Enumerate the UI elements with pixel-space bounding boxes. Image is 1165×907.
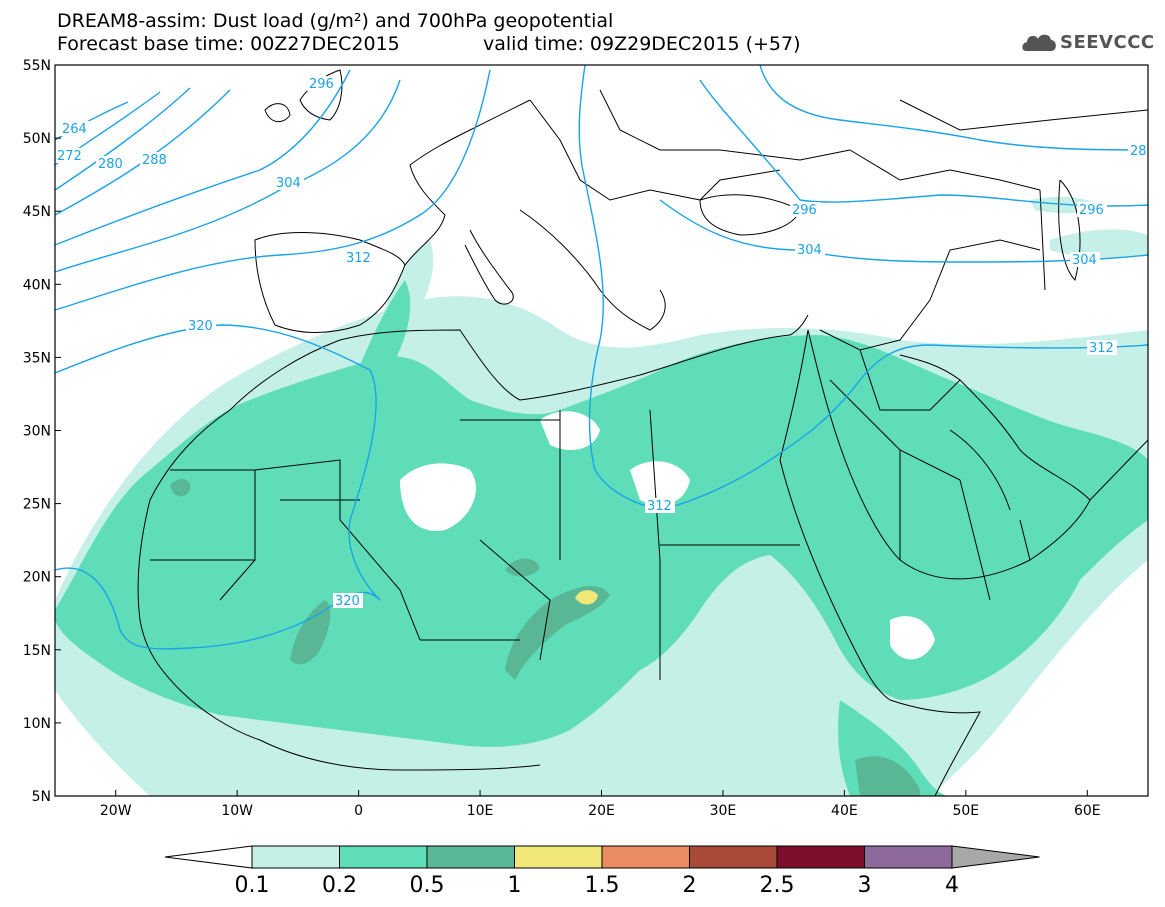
colorbar-label: 2.5: [760, 873, 795, 898]
colorbar-segment: [689, 845, 778, 869]
lon-label: 10W: [221, 803, 253, 819]
colorbar-segment: [864, 845, 953, 869]
contour-label: 296: [792, 203, 817, 218]
colorbar-label: 3: [858, 873, 872, 898]
lon-label: 10E: [467, 803, 494, 819]
lat-label: 15N: [23, 643, 51, 659]
map-axes: 55N 50N 45N 40N 35N 30N 25N 20N 15N 10N 5N 20W 10W 0 1…: [23, 58, 1101, 819]
colorbar-segment: [951, 845, 1040, 869]
contour-labels: 264 272 280 288 296 304 312 320 28 296 3…: [55, 76, 1148, 609]
lon-label: 60E: [1074, 803, 1101, 819]
lat-label: 25N: [23, 497, 51, 513]
colorbar-label: 2: [683, 873, 697, 898]
contour-label: 312: [647, 499, 672, 514]
lat-label: 45N: [23, 204, 51, 220]
contour-label: 320: [335, 594, 360, 609]
contour-label: 296: [309, 77, 334, 92]
lon-label: 40E: [831, 803, 858, 819]
lat-label: 55N: [23, 58, 51, 74]
lat-label: 50N: [23, 131, 51, 147]
contour-label: 28: [1130, 144, 1147, 159]
colorbar-label: 0.1: [235, 873, 270, 898]
lon-label: 50E: [952, 803, 979, 819]
contour-label: 272: [57, 149, 82, 164]
colorbar-arrow-left: [164, 845, 253, 869]
geopotential-contours: [55, 65, 1148, 650]
contour-label: 312: [346, 251, 371, 266]
lon-label: 20W: [100, 803, 132, 819]
lat-label: 35N: [23, 350, 51, 366]
colorbar-segment: [251, 845, 340, 869]
colorbar-label: 0.2: [322, 873, 357, 898]
lat-label: 20N: [23, 570, 51, 586]
colorbar-segment: [776, 845, 865, 869]
seevccc-logo-text: SEEVCCC: [1060, 32, 1155, 53]
colorbar-segment: [426, 845, 515, 869]
forecast-base-time: Forecast base time: 00Z27DEC2015: [57, 33, 400, 55]
colorbar-segment: [339, 845, 428, 869]
colorbar-label: 1.5: [585, 873, 620, 898]
colorbar: 0.1 0.2 0.5 1 1.5 2 2.5 3 4: [164, 845, 1040, 898]
dust-shading-1.0: [575, 590, 598, 605]
dust-clear-areas: [400, 411, 935, 660]
lat-label: 30N: [23, 424, 51, 440]
contour-label: 304: [1072, 253, 1097, 268]
colorbar-label: 1: [508, 873, 522, 898]
valid-time: valid time: 09Z29DEC2015 (+57): [483, 33, 801, 55]
contour-label: 280: [98, 157, 123, 172]
contour-label: 296: [1079, 203, 1104, 218]
colorbar-segment: [514, 845, 603, 869]
dust-shading-0.5: [170, 478, 920, 796]
lat-label: 40N: [23, 277, 51, 293]
contour-label: 312: [1089, 341, 1114, 356]
contour-label: 264: [62, 122, 87, 137]
contour-label: 304: [276, 176, 301, 191]
lon-label: 30E: [710, 803, 737, 819]
lon-label: 0: [354, 803, 363, 819]
contour-label: 320: [188, 319, 213, 334]
map-title: DREAM8-assim: Dust load (g/m²) and 700hP…: [57, 10, 614, 32]
lat-label: 5N: [32, 789, 51, 805]
lat-label: 10N: [23, 716, 51, 732]
dust-shading-0.2: [55, 280, 1148, 796]
colorbar-label: 4: [945, 873, 959, 898]
lon-label: 20E: [588, 803, 615, 819]
colorbar-label: 0.5: [410, 873, 445, 898]
contour-label: 288: [142, 153, 167, 168]
cloud-icon: [1022, 34, 1056, 51]
coastlines: [137, 69, 1148, 796]
colorbar-segment: [601, 845, 690, 869]
contour-label: 304: [797, 243, 822, 258]
